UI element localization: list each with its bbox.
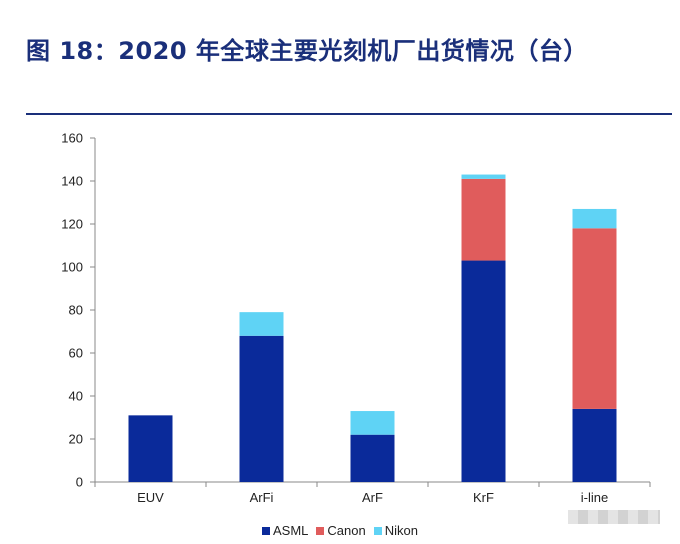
y-tick-label: 60	[69, 346, 83, 361]
bar-asml-euv	[128, 415, 173, 482]
x-tick-labels: EUV ArFi ArF KrF i-line	[137, 490, 608, 505]
x-tick-label: ArFi	[250, 490, 274, 505]
chart-bars	[128, 174, 617, 482]
page-title: 图 18：2020 年全球主要光刻机厂出货情况（台）	[26, 37, 588, 65]
bar-asml-krf	[461, 260, 506, 482]
y-tick-label: 140	[61, 174, 83, 189]
x-tick-label: i-line	[581, 490, 608, 505]
y-tick-labels: 0 20 40 60 80 100 120 140 160	[61, 131, 83, 490]
x-tick-label: ArF	[362, 490, 383, 505]
bar-asml-arf	[350, 434, 395, 482]
bar-nikon-krf	[461, 174, 506, 179]
legend-swatch	[316, 527, 325, 535]
legend-label: ASML	[273, 523, 309, 538]
y-tick-label: 160	[61, 131, 83, 146]
y-tick-label: 40	[69, 389, 83, 404]
y-tick-label: 0	[76, 475, 83, 490]
legend-item-asml: ASML	[262, 523, 308, 538]
bar-nikon-arfi	[239, 312, 284, 336]
bar-asml-arfi	[239, 335, 284, 482]
legend-item-nikon: Nikon	[373, 523, 418, 538]
bar-canon-krf	[461, 178, 506, 261]
legend-label: Nikon	[384, 523, 418, 538]
legend-swatch	[373, 527, 382, 535]
y-tick-label: 80	[69, 303, 83, 318]
y-tick-label: 20	[69, 432, 83, 447]
bar-canon-i-line	[572, 228, 617, 409]
bar-nikon-i-line	[572, 208, 617, 229]
bar-nikon-arf	[350, 411, 395, 435]
y-tick-label: 100	[61, 260, 83, 275]
y-tick-label: 120	[61, 217, 83, 232]
x-tick-label: KrF	[473, 490, 494, 505]
chart-legend: ASML Canon Nikon	[0, 523, 680, 538]
watermark	[568, 510, 660, 524]
bar-asml-i-line	[572, 408, 617, 482]
title-divider	[26, 113, 672, 115]
legend-swatch	[262, 527, 271, 535]
legend-label: Canon	[327, 523, 366, 538]
x-tick-label: EUV	[137, 490, 164, 505]
legend-item-canon: Canon	[316, 523, 366, 538]
